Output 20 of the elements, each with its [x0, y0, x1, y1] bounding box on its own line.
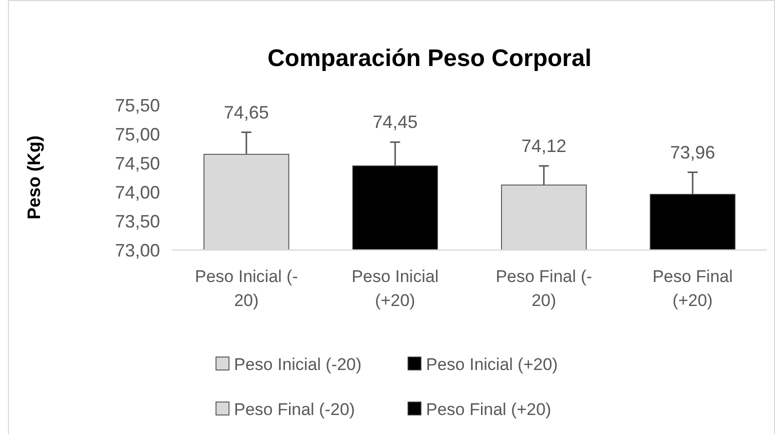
- legend-label: Peso Final (-20): [234, 400, 355, 419]
- y-tick-label: 73,50: [114, 211, 160, 232]
- chart-title: Comparación Peso Corporal: [267, 45, 592, 72]
- x-tick-label: Peso Inicial (+20): [352, 267, 439, 310]
- y-tick-label: 74,50: [114, 153, 160, 174]
- legend-label: Peso Inicial (-20): [234, 354, 362, 374]
- y-tick-label: 73,00: [114, 240, 160, 260]
- data-label: 74,12: [521, 136, 566, 156]
- data-label: 74,65: [224, 102, 269, 122]
- x-tick-label: Peso Final (+20): [652, 267, 733, 310]
- y-tick-label: 75,00: [114, 124, 160, 144]
- legend-label: Peso Final (+20): [426, 400, 552, 419]
- y-tick-label: 75,50: [114, 95, 160, 116]
- x-tick-label: Peso Inicial (-20): [194, 267, 298, 310]
- y-axis-title: Peso (Kg): [24, 135, 44, 220]
- y-tick-label: 74,00: [114, 182, 160, 202]
- data-label: 74,45: [372, 112, 418, 132]
- x-tick-label: Peso Final (-20): [496, 267, 592, 310]
- data-label: 73,96: [670, 142, 716, 162]
- legend-label: Peso Inicial (+20): [426, 354, 558, 374]
